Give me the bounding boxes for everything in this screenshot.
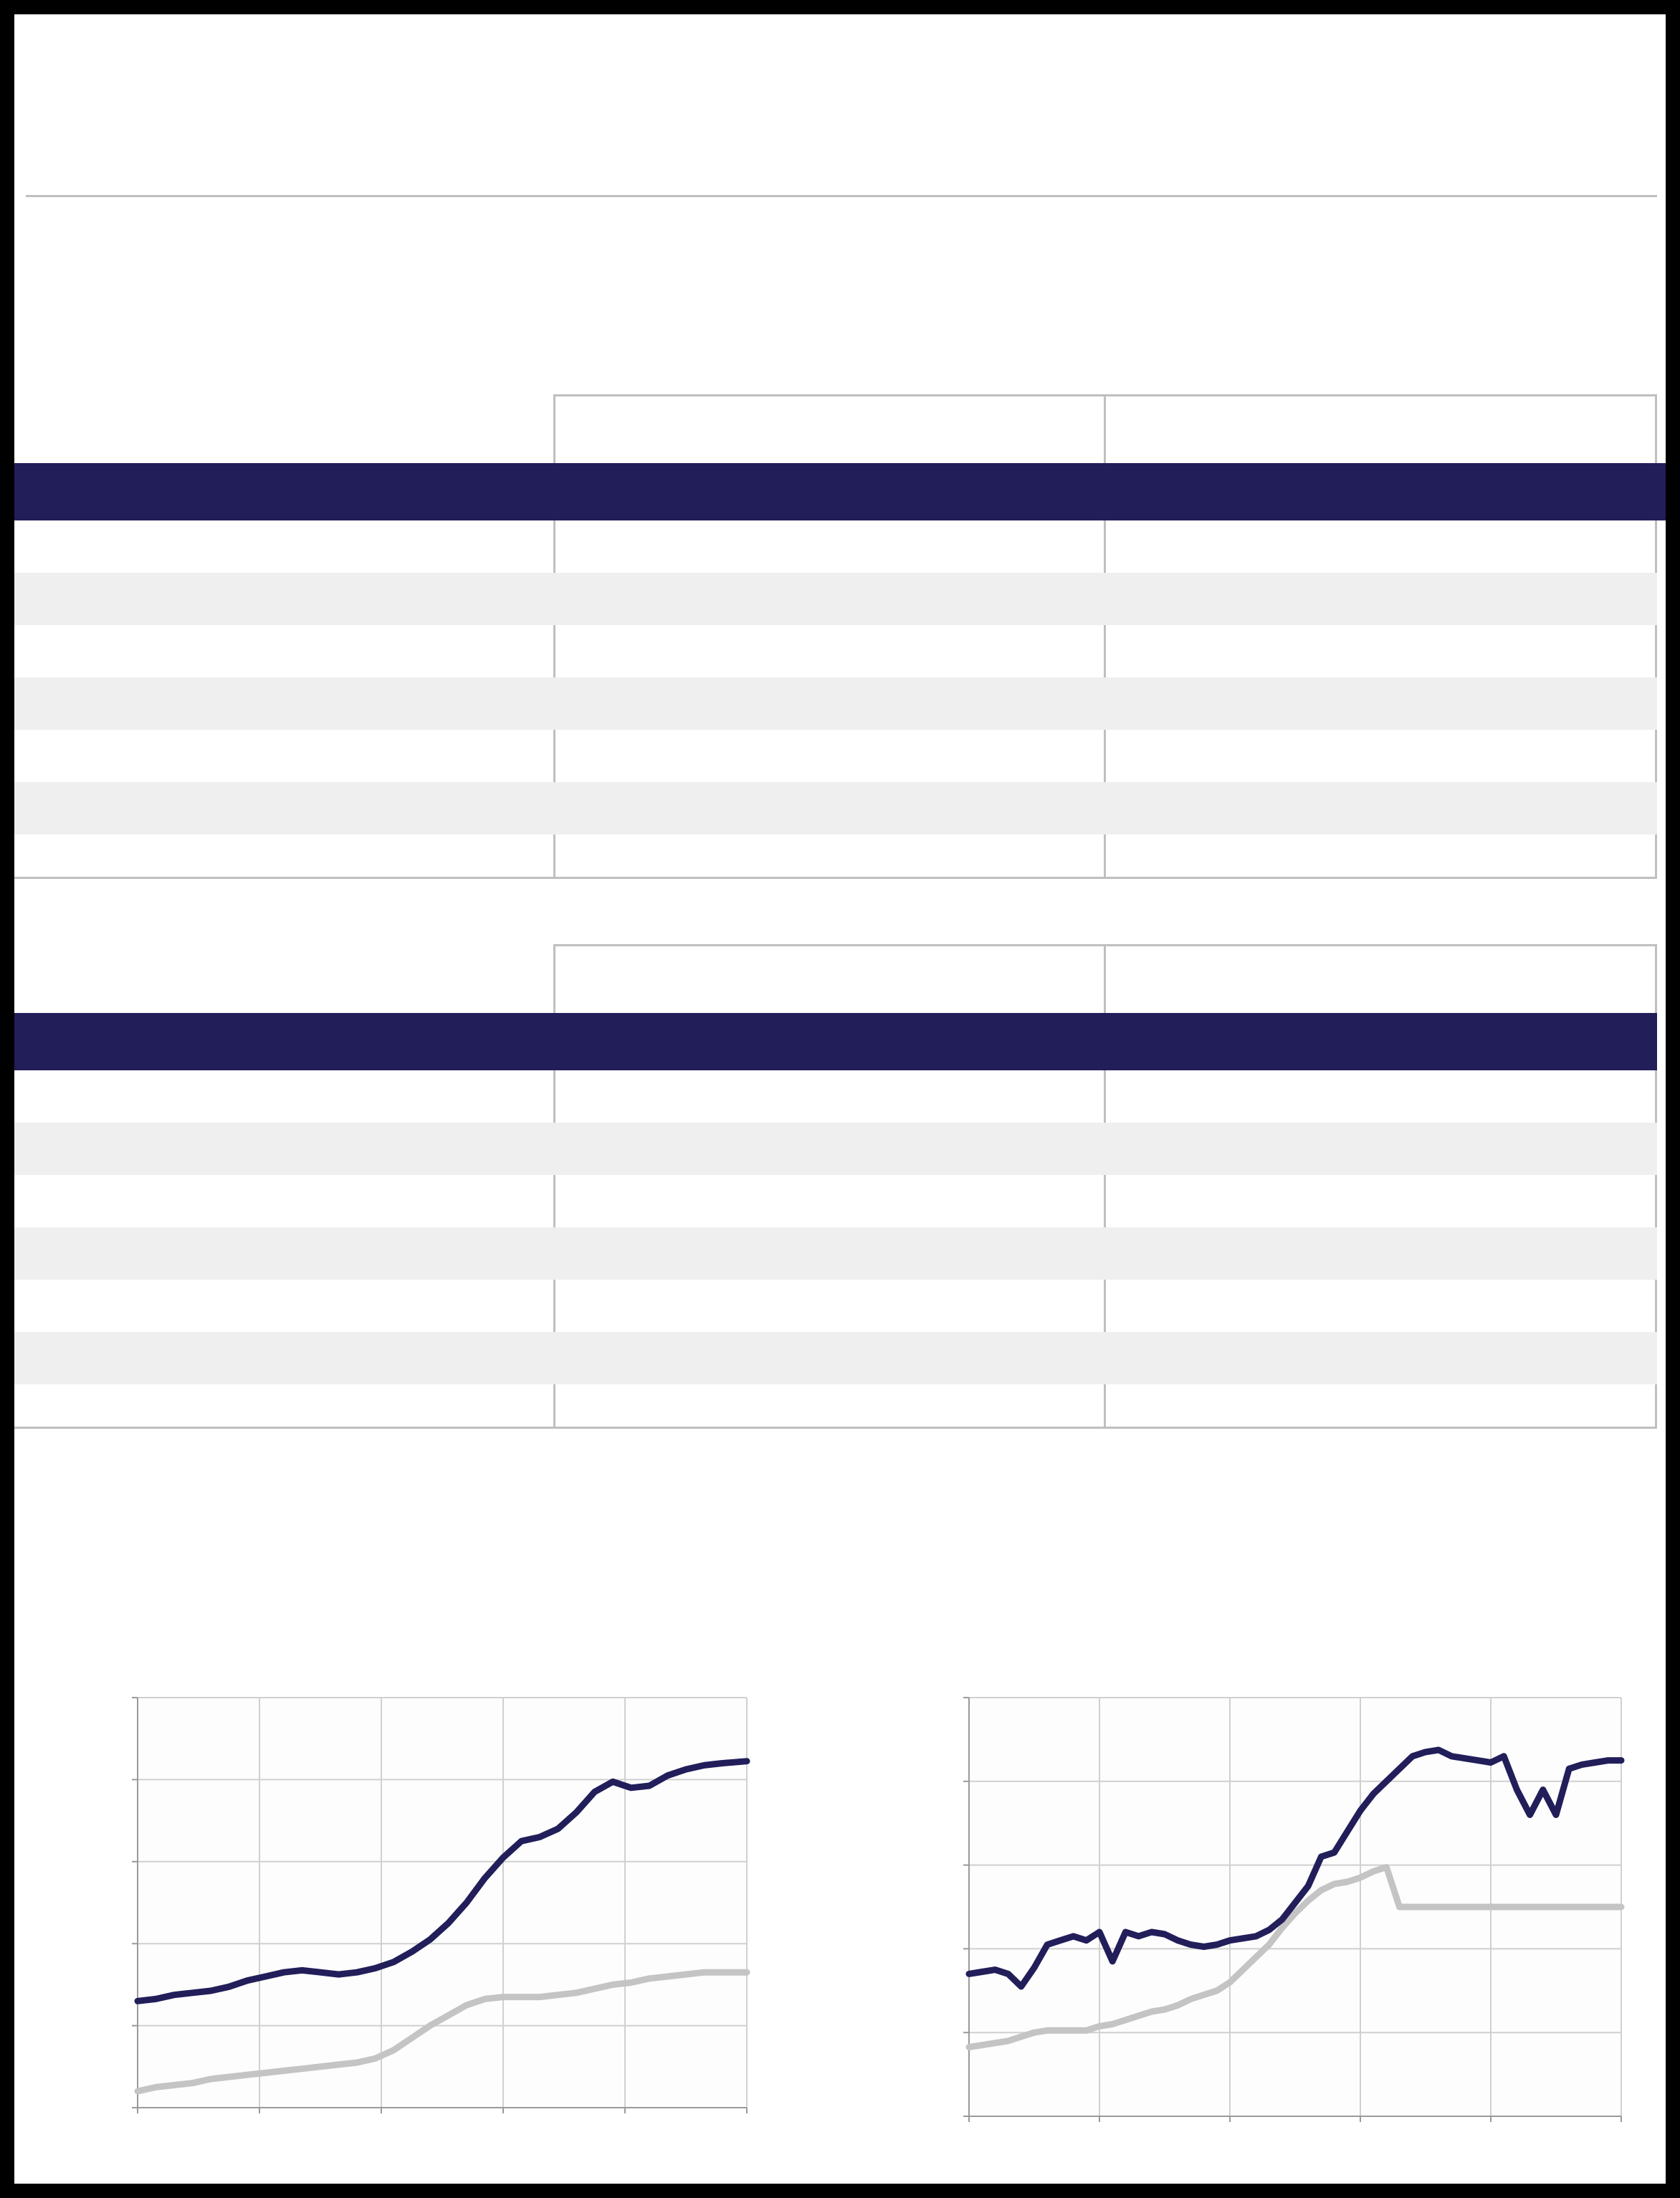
data-table-2 <box>14 944 1666 1432</box>
table-row <box>14 625 1657 677</box>
plot-area <box>138 1698 747 2108</box>
table-row <box>14 1374 1657 1427</box>
table-row <box>14 824 1657 877</box>
column-divider <box>1104 944 1106 1429</box>
table-row <box>14 1227 1657 1280</box>
series-line-dark <box>965 1746 1625 1990</box>
table-row <box>14 677 1657 730</box>
series-line-dark <box>134 1758 750 2004</box>
table-row <box>14 782 1657 834</box>
header-divider <box>26 195 1657 197</box>
line-chart-right <box>963 1697 1625 2122</box>
line-chart-left <box>132 1697 750 2113</box>
table-row <box>14 1123 1657 1175</box>
table-bottom-rule <box>14 1427 1657 1429</box>
table-bottom-rule <box>14 877 1657 879</box>
table-header-row <box>14 463 1666 520</box>
series-line-light <box>965 1864 1625 2051</box>
report-page <box>14 14 1666 2184</box>
table-row <box>14 1070 1657 1123</box>
table-row <box>14 730 1657 782</box>
table-header-row <box>14 1013 1657 1070</box>
table-row <box>14 573 1657 625</box>
table-row <box>14 1175 1657 1227</box>
table-row <box>14 520 1657 573</box>
data-table-1 <box>14 394 1666 882</box>
column-divider <box>1104 394 1106 879</box>
table-row <box>14 1332 1657 1384</box>
series-line-light <box>134 1969 750 2095</box>
table-row <box>14 1280 1657 1332</box>
